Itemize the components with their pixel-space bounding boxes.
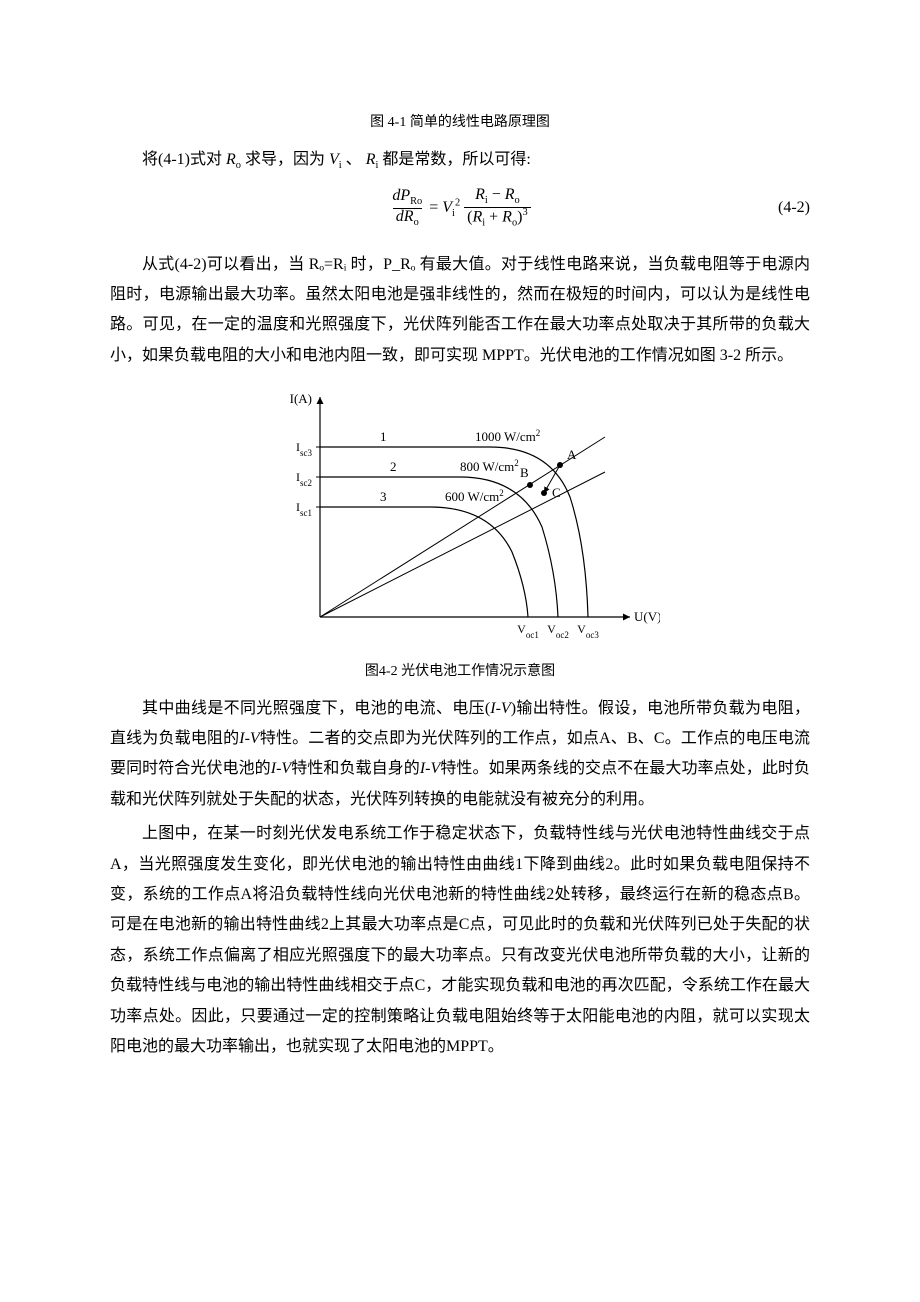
iv-chart: I(A) U(V) Isc3 Isc2 Isc1 Voc1 Voc2 Voc3 1 1000 W/… <box>110 377 810 657</box>
svg-text:Voc1: Voc1 <box>517 622 539 640</box>
sym-vi: Vi <box>329 151 342 168</box>
eq-equals: = <box>429 193 438 223</box>
svg-text:I(A): I(A) <box>290 391 312 406</box>
sym-ri: Ri <box>366 151 379 168</box>
svg-text:Isc3: Isc3 <box>296 440 312 458</box>
equation-number: (4-2) <box>778 193 810 223</box>
equation-body: dPRo dRo = Vi2 Ri − Ro (Ri + Ro)3 <box>389 187 530 230</box>
svg-text:B: B <box>520 465 529 480</box>
svg-text:1000 W/cm2: 1000 W/cm2 <box>475 428 540 444</box>
page: 图 4-1 简单的线性电路原理图 将(4-1)式对 Ro 求导，因为 Vi 、 … <box>0 0 920 1302</box>
svg-text:600 W/cm2: 600 W/cm2 <box>445 488 504 504</box>
svg-text:Isc2: Isc2 <box>296 470 312 488</box>
eq-rhs: Ri − Ro (Ri + Ro)3 <box>464 187 531 230</box>
svg-text:Isc1: Isc1 <box>296 500 312 518</box>
para-4: 上图中，在某一时刻光伏发电系统工作于稳定状态下，负载特性线与光伏电池特性曲线交于… <box>110 819 810 1062</box>
svg-text:3: 3 <box>380 489 387 504</box>
para-1: 将(4-1)式对 Ro 求导，因为 Vi 、 Ri 都是常数，所以可得: <box>110 145 810 176</box>
p1-b: 求导，因为 <box>241 151 329 168</box>
svg-text:A: A <box>567 447 577 462</box>
para-3: 其中曲线是不同光照强度下，电池的电流、电压(I-V)输出特性。假设，电池所带负载… <box>110 694 810 816</box>
fig42-caption: 图4-2 光伏电池工作情况示意图 <box>110 659 810 686</box>
p1-d: 都是常数，所以可得: <box>378 151 530 168</box>
eq-vi: Vi2 <box>442 193 460 224</box>
svg-text:2: 2 <box>390 459 397 474</box>
p1-c: 、 <box>342 151 366 168</box>
iv-chart-svg: I(A) U(V) Isc3 Isc2 Isc1 Voc1 Voc2 Voc3 1 1000 W/… <box>260 377 660 657</box>
equation-4-2: dPRo dRo = Vi2 Ri − Ro (Ri + Ro)3 (4-2) <box>110 182 810 236</box>
para-2: 从式(4-2)可以看出，当 Rₒ=Rᵢ 时，P_Rₒ 有最大值。对于线性电路来说… <box>110 250 810 372</box>
eq-lhs: dPRo dRo <box>389 188 425 229</box>
p1-a: 将(4-1)式对 <box>142 151 226 168</box>
fig41-caption: 图 4-1 简单的线性电路原理图 <box>110 110 810 137</box>
svg-text:Voc3: Voc3 <box>577 622 599 640</box>
svg-text:Voc2: Voc2 <box>547 622 569 640</box>
svg-text:1: 1 <box>380 429 387 444</box>
svg-text:800 W/cm2: 800 W/cm2 <box>460 458 519 474</box>
svg-text:C: C <box>552 485 561 500</box>
sym-ro: Ro <box>226 151 241 168</box>
svg-text:U(V): U(V) <box>634 609 660 624</box>
